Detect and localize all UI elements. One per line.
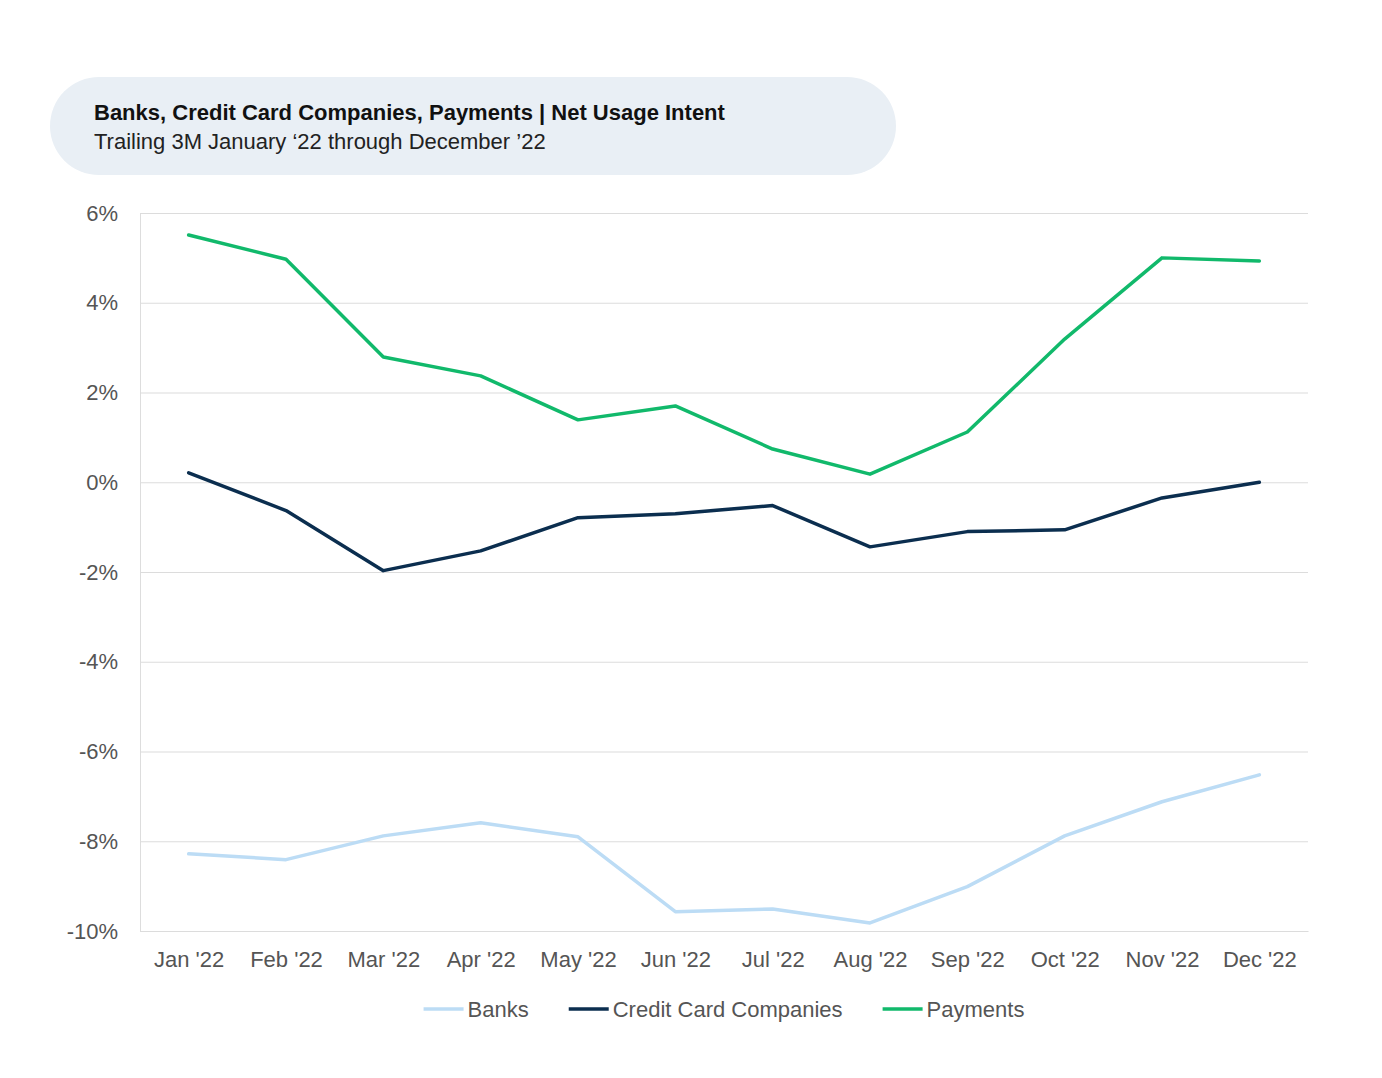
grid-line (140, 482, 1308, 483)
x-tick: Jun '22 (641, 931, 711, 972)
y-tick-label: 2% (86, 380, 118, 405)
title-background (50, 77, 896, 175)
y-tick-label: 4% (86, 290, 118, 315)
x-tick-label: Jan '22 (154, 947, 224, 972)
legend-swatch (569, 1007, 609, 1011)
y-tick-label: -8% (79, 829, 118, 854)
series-lines (189, 235, 1260, 923)
grid-line (140, 213, 1308, 214)
x-tick-label: Apr '22 (447, 947, 516, 972)
x-tick-label: Oct '22 (1031, 947, 1100, 972)
y-tick-label: -4% (79, 649, 118, 674)
grid-line (140, 662, 1308, 663)
grid-line (140, 931, 1308, 932)
x-tick: Jul '22 (742, 931, 805, 972)
x-tick: Sep '22 (931, 931, 1005, 972)
x-axis-line (141, 931, 1309, 932)
x-tick-label: Sep '22 (931, 947, 1005, 972)
grid-line (140, 392, 1308, 393)
x-tick: Aug '22 (834, 931, 908, 972)
x-tick: May '22 (540, 931, 616, 972)
grid-line (140, 572, 1308, 573)
legend-label: Payments (927, 997, 1025, 1022)
y-tick-label: 6% (86, 201, 118, 226)
x-tick-label: Jun '22 (641, 947, 711, 972)
x-tick-label: Dec '22 (1223, 947, 1297, 972)
legend: Banks Credit Card Companies Payments (424, 997, 1025, 1022)
legend-item: Credit Card Companies (569, 997, 843, 1022)
y-tick: -10% (67, 919, 1308, 944)
title-box: Banks, Credit Card Companies, Payments |… (50, 77, 896, 175)
x-tick-label: Mar '22 (347, 947, 420, 972)
y-tick: -6% (79, 739, 1308, 764)
grid-line (140, 841, 1308, 842)
x-tick: Mar '22 (347, 931, 420, 972)
y-axis: -10% -8% -6% -4% -2% 0% 2% 4% 6% (67, 201, 1308, 944)
legend-label: Credit Card Companies (613, 997, 843, 1022)
x-tick: Feb '22 (250, 931, 323, 972)
x-tick-label: Nov '22 (1126, 947, 1200, 972)
x-tick: Apr '22 (447, 931, 516, 972)
y-tick-label: -6% (79, 739, 118, 764)
legend-swatch (424, 1007, 464, 1011)
y-tick: 4% (86, 290, 1308, 315)
y-tick: 0% (86, 470, 1308, 495)
y-tick-label: -2% (79, 560, 118, 585)
title: Banks, Credit Card Companies, Payments |… (94, 100, 726, 125)
legend-item: Payments (883, 997, 1025, 1022)
y-tick: 6% (86, 201, 1308, 226)
y-tick: -8% (79, 829, 1308, 854)
series-line (189, 473, 1260, 571)
x-tick: Jan '22 (154, 931, 224, 972)
x-tick-label: Feb '22 (250, 947, 323, 972)
chart: Banks, Credit Card Companies, Payments |… (0, 0, 1382, 1078)
y-tick: -4% (79, 649, 1308, 674)
grid-line (140, 751, 1308, 752)
subtitle: Trailing 3M January ‘22 through December… (94, 129, 546, 154)
x-tick-label: Aug '22 (834, 947, 908, 972)
y-tick-label: 0% (86, 470, 118, 495)
series-line (189, 235, 1260, 474)
y-tick: -2% (79, 560, 1308, 585)
x-tick-label: May '22 (540, 947, 616, 972)
x-tick: Nov '22 (1126, 931, 1200, 972)
x-tick-label: Jul '22 (742, 947, 805, 972)
legend-swatch (883, 1007, 923, 1011)
y-tick-label: -10% (67, 919, 118, 944)
grid-line (140, 303, 1308, 304)
x-tick: Dec '22 (1223, 931, 1297, 972)
y-tick: 2% (86, 380, 1308, 405)
legend-item: Banks (424, 997, 529, 1022)
x-axis: Jan '22 Feb '22 Mar '22 Apr '22 May '22 Jun '… (141, 931, 1309, 972)
legend-label: Banks (468, 997, 529, 1022)
series-line (189, 775, 1260, 923)
x-tick: Oct '22 (1031, 931, 1100, 972)
